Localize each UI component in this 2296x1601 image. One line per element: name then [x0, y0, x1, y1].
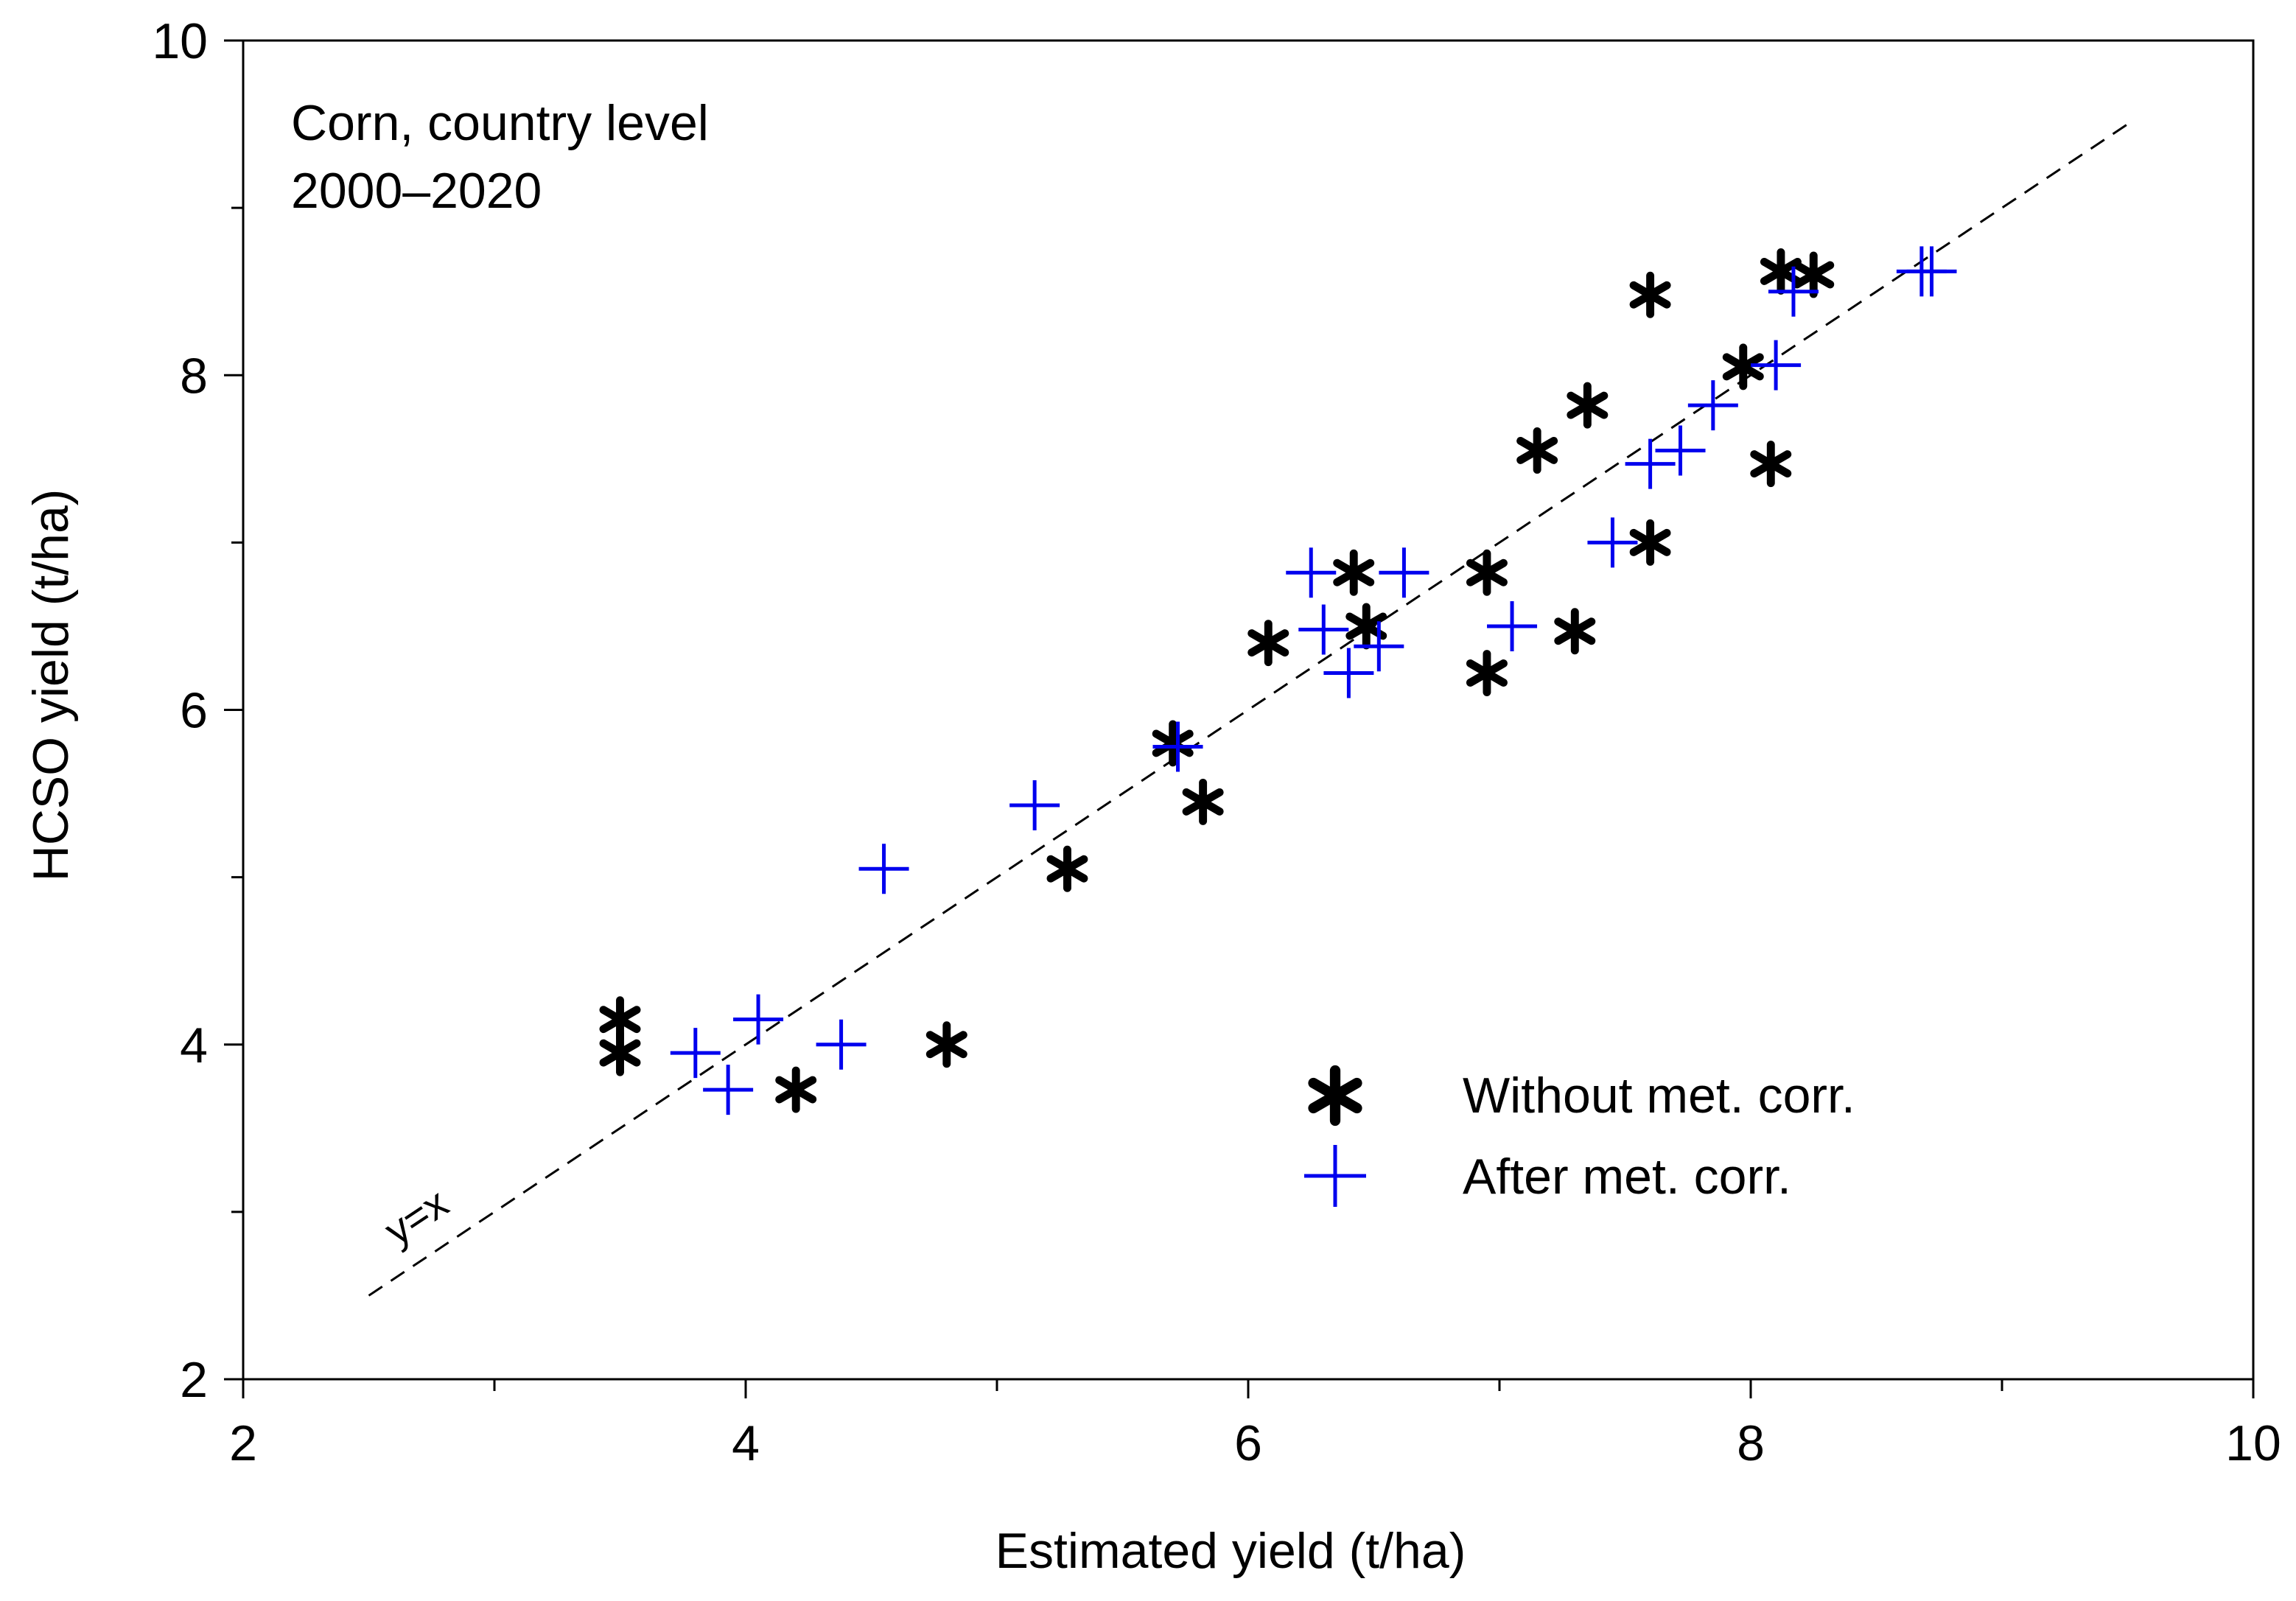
asterisk-stroke	[1793, 261, 1835, 289]
data-point-asterisk	[1466, 549, 1508, 596]
asterisk-stroke	[1554, 617, 1596, 645]
asterisk-stroke	[1247, 629, 1289, 657]
data-point-plus	[1487, 600, 1538, 651]
legend-plus-icon	[1304, 1145, 1366, 1207]
legend-marker-after-met-corr	[1304, 1145, 1366, 1207]
legend-label-after-met-corr: After met. corr.	[1463, 1149, 1791, 1205]
asterisk-stroke	[1466, 659, 1508, 687]
asterisk-stroke	[1308, 1077, 1362, 1114]
data-points	[599, 246, 1957, 1115]
data-point-plus	[816, 1019, 867, 1070]
data-point-asterisk	[1466, 650, 1508, 696]
data-point-asterisk	[1629, 271, 1671, 318]
data-point-plus	[1768, 266, 1819, 317]
asterisk-stroke	[775, 1076, 817, 1104]
data-point-asterisk	[1182, 778, 1224, 825]
asterisk-stroke	[1152, 729, 1194, 757]
data-point-plus	[1587, 517, 1638, 568]
y-axis-title: HCSO yield (t/ha)	[23, 489, 79, 882]
data-point-plus	[1687, 380, 1738, 431]
data-point-asterisk	[775, 1066, 817, 1113]
annotation-line-1: Corn, country level	[291, 95, 709, 151]
reference-line-y-equals-x	[368, 123, 2129, 1297]
annotation-line-2: 2000–2020	[291, 163, 542, 219]
data-point-plus	[1751, 340, 1802, 390]
asterisk-stroke	[599, 1039, 641, 1067]
data-point-plus	[733, 994, 784, 1045]
data-point-plus	[1323, 648, 1374, 698]
y-tick-label: 8	[180, 348, 208, 404]
data-point-plus	[1286, 547, 1337, 598]
asterisk-stroke	[1629, 281, 1671, 309]
asterisk-stroke	[1046, 855, 1088, 883]
data-point-asterisk	[1333, 549, 1375, 596]
data-point-asterisk	[1629, 519, 1671, 566]
data-point-asterisk	[599, 1029, 641, 1076]
legend-asterisk-icon	[1308, 1065, 1362, 1127]
data-point-asterisk	[1046, 845, 1088, 892]
x-tick-label: 2	[229, 1415, 257, 1471]
y-tick-label: 10	[152, 13, 208, 69]
data-point-asterisk	[1793, 251, 1835, 298]
data-point-plus	[858, 844, 909, 894]
data-point-asterisk	[925, 1021, 967, 1068]
x-tick-label: 4	[732, 1415, 760, 1471]
legend-label-without-met-corr: Without met. corr.	[1463, 1068, 1855, 1124]
y-tick-label: 6	[180, 683, 208, 739]
x-tick-label: 6	[1234, 1415, 1262, 1471]
data-point-asterisk	[1554, 608, 1596, 655]
y-tick-label: 2	[180, 1352, 208, 1408]
asterisk-stroke	[1629, 528, 1671, 556]
asterisk-stroke	[1722, 353, 1764, 381]
x-tick-label: 10	[2225, 1415, 2281, 1471]
data-point-plus	[1009, 780, 1060, 830]
data-point-plus	[670, 1028, 721, 1079]
asterisk-stroke	[1567, 391, 1609, 419]
asterisk-stroke	[1516, 436, 1558, 464]
asterisk-stroke	[599, 1006, 641, 1034]
series-after-met-corr	[670, 246, 1957, 1115]
series-without-met-corr	[599, 248, 1835, 1113]
asterisk-stroke	[925, 1031, 967, 1059]
data-point-plus	[1625, 438, 1676, 489]
data-point-asterisk	[1722, 343, 1764, 390]
data-point-asterisk	[1750, 441, 1792, 488]
legend: Without met. corr. After met. corr.	[1304, 1065, 1855, 1207]
asterisk-stroke	[1182, 788, 1224, 816]
asterisk-stroke	[1466, 558, 1508, 586]
data-point-asterisk	[1516, 427, 1558, 474]
x-axis-title: Estimated yield (t/ha)	[995, 1523, 1466, 1579]
data-point-asterisk	[1567, 382, 1609, 429]
axis-ticks: 2 4 6 8 10 2 4 6 8 10	[152, 13, 2281, 1471]
data-point-plus	[1379, 547, 1429, 598]
x-tick-label: 8	[1737, 1415, 1765, 1471]
legend-marker-without-met-corr	[1308, 1065, 1362, 1127]
data-point-plus	[1354, 621, 1404, 672]
data-point-plus	[703, 1065, 754, 1115]
data-point-asterisk	[1247, 620, 1289, 667]
asterisk-stroke	[1333, 558, 1375, 586]
y-tick-label: 4	[180, 1017, 208, 1073]
asterisk-stroke	[1750, 450, 1792, 478]
data-point-plus	[1655, 425, 1706, 476]
data-point-asterisk	[1152, 720, 1194, 767]
data-point-plus	[1152, 721, 1203, 772]
data-point-plus	[1906, 246, 1957, 297]
data-point-plus	[1298, 604, 1349, 655]
